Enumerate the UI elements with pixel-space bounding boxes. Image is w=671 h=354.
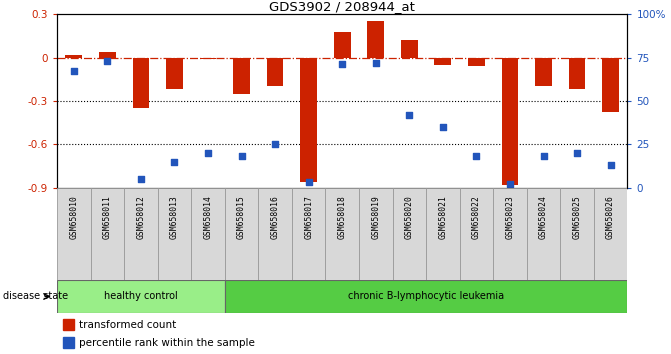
FancyBboxPatch shape: [91, 188, 124, 280]
Point: [303, 179, 314, 185]
FancyBboxPatch shape: [460, 188, 493, 280]
Text: percentile rank within the sample: percentile rank within the sample: [79, 338, 254, 348]
Bar: [603, 58, 619, 113]
FancyBboxPatch shape: [527, 188, 560, 280]
Text: GSM658015: GSM658015: [237, 195, 246, 239]
Text: GSM658018: GSM658018: [338, 195, 347, 239]
Bar: [66, 55, 83, 58]
Text: GSM658014: GSM658014: [203, 195, 213, 239]
Text: GSM658011: GSM658011: [103, 195, 112, 239]
Text: GSM658017: GSM658017: [304, 195, 313, 239]
FancyBboxPatch shape: [292, 188, 325, 280]
FancyBboxPatch shape: [594, 188, 627, 280]
Point: [236, 154, 247, 159]
FancyBboxPatch shape: [258, 188, 292, 280]
Point: [437, 124, 448, 130]
Text: GSM658025: GSM658025: [572, 195, 582, 239]
Text: GSM658019: GSM658019: [371, 195, 380, 239]
FancyBboxPatch shape: [225, 188, 258, 280]
Text: GSM658024: GSM658024: [539, 195, 548, 239]
Point: [471, 154, 482, 159]
FancyBboxPatch shape: [158, 188, 191, 280]
Bar: [502, 58, 519, 185]
FancyBboxPatch shape: [124, 188, 158, 280]
Point: [572, 150, 582, 156]
FancyBboxPatch shape: [393, 188, 426, 280]
Text: GSM658023: GSM658023: [505, 195, 515, 239]
Point: [270, 142, 280, 147]
Text: chronic B-lymphocytic leukemia: chronic B-lymphocytic leukemia: [348, 291, 504, 302]
Text: GSM658010: GSM658010: [69, 195, 79, 239]
FancyBboxPatch shape: [57, 280, 225, 313]
Point: [169, 159, 180, 164]
FancyBboxPatch shape: [57, 188, 91, 280]
FancyBboxPatch shape: [359, 188, 393, 280]
Bar: [63, 337, 74, 348]
Point: [102, 58, 113, 64]
Point: [404, 112, 415, 118]
FancyBboxPatch shape: [560, 188, 594, 280]
Text: GSM658026: GSM658026: [606, 195, 615, 239]
Bar: [200, 58, 216, 59]
Bar: [435, 58, 451, 65]
Text: healthy control: healthy control: [104, 291, 178, 302]
Bar: [267, 58, 283, 86]
Text: GSM658021: GSM658021: [438, 195, 448, 239]
FancyBboxPatch shape: [191, 188, 225, 280]
Bar: [234, 58, 250, 94]
Bar: [63, 319, 74, 330]
Bar: [468, 58, 484, 66]
Bar: [401, 40, 417, 58]
Text: GSM658020: GSM658020: [405, 195, 414, 239]
Point: [605, 162, 616, 168]
Title: GDS3902 / 208944_at: GDS3902 / 208944_at: [269, 0, 415, 13]
Bar: [334, 32, 351, 58]
Bar: [535, 58, 552, 86]
Text: GSM658013: GSM658013: [170, 195, 179, 239]
Point: [203, 150, 213, 156]
Text: disease state: disease state: [3, 291, 68, 302]
FancyBboxPatch shape: [493, 188, 527, 280]
Bar: [99, 52, 116, 58]
Text: GSM658022: GSM658022: [472, 195, 481, 239]
Text: GSM658016: GSM658016: [270, 195, 280, 239]
FancyBboxPatch shape: [225, 280, 627, 313]
Bar: [368, 21, 384, 58]
Bar: [166, 58, 183, 89]
Bar: [569, 58, 586, 89]
FancyBboxPatch shape: [426, 188, 460, 280]
Bar: [301, 58, 317, 182]
Text: transformed count: transformed count: [79, 320, 176, 330]
Point: [337, 62, 348, 67]
Point: [136, 176, 146, 182]
FancyBboxPatch shape: [325, 188, 359, 280]
Text: GSM658012: GSM658012: [136, 195, 146, 239]
Point: [505, 181, 515, 187]
Point: [68, 69, 79, 74]
Bar: [133, 58, 150, 108]
Point: [538, 154, 549, 159]
Point: [370, 60, 381, 65]
